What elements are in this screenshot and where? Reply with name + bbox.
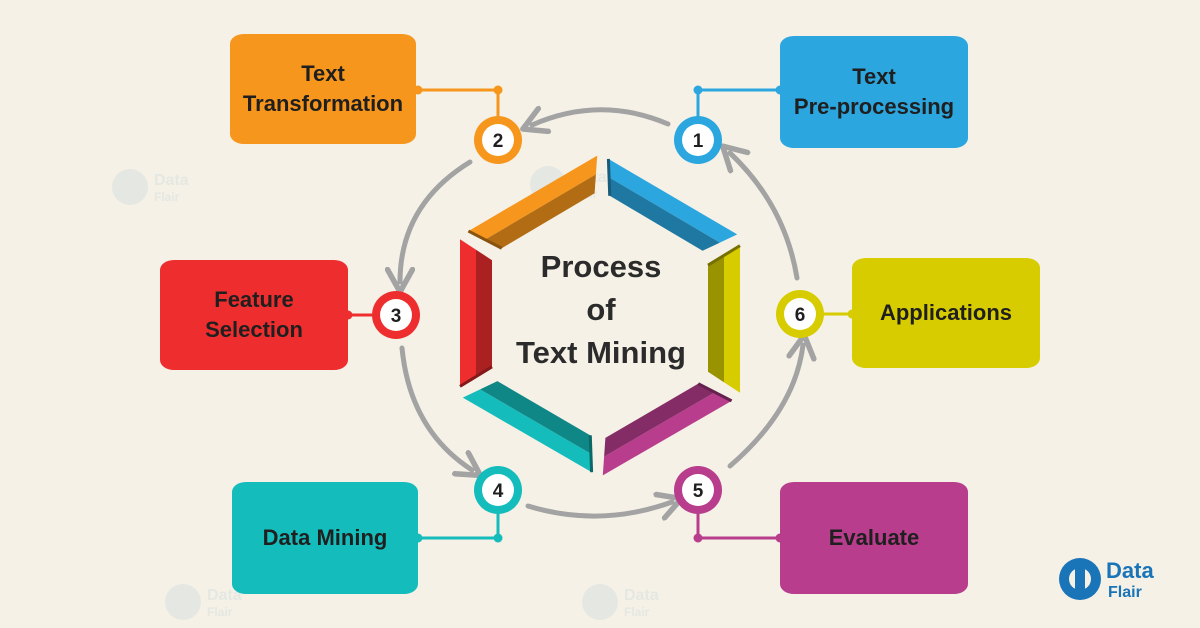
svg-text:Data: Data xyxy=(154,172,189,189)
step-circle-inner xyxy=(482,124,514,156)
center-title: Process of Text Mining xyxy=(516,249,686,370)
connector-line xyxy=(418,514,500,540)
svg-text:Flair: Flair xyxy=(207,605,233,619)
step-circle-inner xyxy=(784,298,816,330)
step-label-line: Transformation xyxy=(242,91,404,116)
connector-step-5 xyxy=(693,514,785,543)
svg-text:Flair: Flair xyxy=(624,605,650,619)
arrow-3-to-4 xyxy=(399,345,472,470)
connector-step-1 xyxy=(693,85,785,118)
step-circle-inner xyxy=(682,474,714,506)
step-circle-inner xyxy=(482,474,514,506)
connector-line xyxy=(418,88,500,116)
step-number-label: 1 xyxy=(693,131,704,152)
step-number-3: 3 xyxy=(372,291,420,339)
step-label-line: Evaluate xyxy=(828,525,920,550)
hex-side-top-left xyxy=(467,155,598,250)
hex-side-face xyxy=(462,389,592,473)
step-label-line: Selection xyxy=(205,317,303,342)
hex-side-shadow xyxy=(609,177,720,251)
svg-text:Flair: Flair xyxy=(154,190,180,204)
step-box-5: Evaluate xyxy=(780,482,968,594)
step-number-6: 6 xyxy=(776,290,824,338)
hex-side-face xyxy=(468,155,598,240)
hex-side-left xyxy=(459,239,493,388)
step-number-5: 5 xyxy=(674,466,722,514)
arrow-1-to-2 xyxy=(532,110,671,125)
step-label-line: Data Mining xyxy=(262,525,388,550)
hex-side-bottom-right xyxy=(602,382,733,476)
step-number-4: 4 xyxy=(474,466,522,514)
hex-side-cap xyxy=(697,382,733,403)
step-label-line: Pre-processing xyxy=(793,94,955,119)
hex-side-face xyxy=(724,245,740,393)
arrow-6-to-1 xyxy=(730,153,800,281)
hex-side-shadow xyxy=(476,249,492,377)
hex-side-shadow xyxy=(485,174,596,249)
connector-line xyxy=(696,88,780,118)
step-box-2: Text Transformation xyxy=(230,34,416,144)
step-number-label: 4 xyxy=(493,481,504,502)
center-title-line-3: Text Mining xyxy=(516,335,686,370)
step-label-line: Applications xyxy=(879,300,1012,325)
hex-side-face xyxy=(460,239,476,387)
step-box-6: Applications xyxy=(852,258,1040,368)
hex-side-cap xyxy=(459,365,493,388)
arrow-4-to-5 xyxy=(525,502,672,516)
hex-side-top-right xyxy=(606,158,738,251)
hex-side-shadow xyxy=(708,255,724,383)
center-title-line-2: of xyxy=(586,292,616,327)
step-number-1: 1 xyxy=(674,116,722,164)
step-circle-inner xyxy=(682,124,714,156)
logo-text-line-2: Flair xyxy=(1108,584,1142,601)
connector-dot xyxy=(493,85,503,95)
connector-step-4 xyxy=(413,514,503,543)
arrow-2-to-3 xyxy=(400,159,473,282)
svg-text:Data: Data xyxy=(207,587,242,604)
step-number-label: 5 xyxy=(693,481,704,502)
step-number-label: 2 xyxy=(493,131,504,152)
step-label-line: Feature xyxy=(214,287,294,312)
step-number-label: 3 xyxy=(391,306,402,327)
step-connectors xyxy=(343,85,857,543)
step-number-2: 2 xyxy=(474,116,522,164)
logo-text-line-1: Data xyxy=(1106,558,1154,583)
step-box-3: Feature Selection xyxy=(160,260,348,370)
connector-dot xyxy=(493,533,503,543)
step-circle-inner xyxy=(380,299,412,331)
dataflair-logo: Data Flair xyxy=(1059,558,1154,601)
connector-step-2 xyxy=(413,85,503,116)
hex-side-bottom-left xyxy=(462,381,594,473)
connector-line xyxy=(696,514,780,540)
hexagon-ring xyxy=(459,155,741,476)
step-circles: 1 2 3 4 5 6 xyxy=(372,116,824,514)
step-label-line: Text xyxy=(852,64,896,89)
step-number-label: 6 xyxy=(795,305,806,326)
hex-side-face xyxy=(608,158,738,243)
hex-side-cap xyxy=(588,435,594,473)
hex-side-cap xyxy=(467,229,503,250)
hex-side-cap xyxy=(707,244,741,267)
hex-side-cap xyxy=(606,158,612,196)
hex-side-face xyxy=(602,392,732,476)
hex-side-right xyxy=(707,244,741,393)
hex-side-shadow xyxy=(480,381,591,454)
connector-dot xyxy=(693,533,703,543)
hex-side-shadow xyxy=(604,383,715,457)
step-box-4: Data Mining xyxy=(232,482,418,594)
step-label-line: Text xyxy=(301,61,345,86)
svg-text:Data: Data xyxy=(624,587,659,604)
center-title-line-1: Process xyxy=(541,249,662,284)
arrow-5-to-6 xyxy=(727,345,803,469)
flow-arrows xyxy=(400,110,803,516)
connector-dot xyxy=(693,85,703,95)
step-box-1: Text Pre-processing xyxy=(780,36,968,148)
